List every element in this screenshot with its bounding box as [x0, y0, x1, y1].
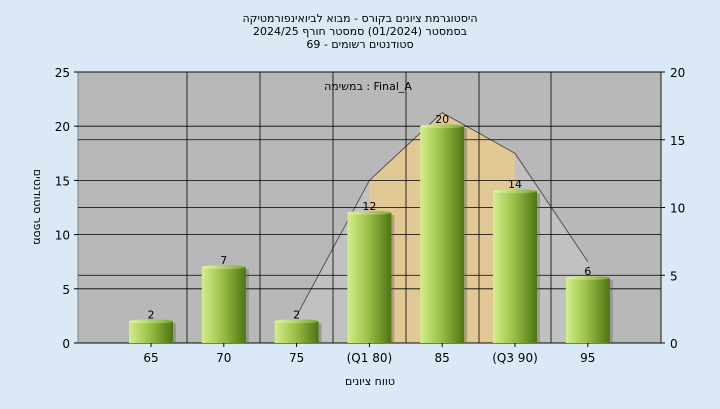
bar-value-label: 14	[508, 178, 522, 191]
y-tick-label: 20	[55, 120, 70, 134]
y-tick-label: 10	[55, 229, 70, 243]
bar	[129, 321, 173, 343]
bar	[274, 321, 319, 343]
bar-top	[129, 319, 173, 324]
y2-tick-label: 15	[670, 134, 685, 148]
bar-top	[420, 124, 465, 129]
x-axis-ticks: 65 70 75 (Q1 80) 85 (Q3 90) 95	[143, 343, 595, 365]
y-tick-label: 5	[62, 283, 70, 297]
x-tick-label: 75	[289, 351, 304, 365]
y-tick-label: 0	[62, 337, 70, 351]
bar-value-label: 6	[584, 265, 591, 278]
x-tick-label: 85	[435, 351, 450, 365]
bar	[201, 267, 246, 343]
bar	[420, 126, 465, 343]
bar-value-label: 7	[220, 254, 227, 267]
y-axis-ticks: 0 5 10 15 20 25	[55, 66, 78, 351]
bar	[493, 191, 537, 343]
distribution-line	[296, 112, 589, 317]
bar-top	[201, 265, 246, 270]
title-line-2: בסמסטר (01/2024) סמסטר חורף 2024/25	[253, 25, 467, 38]
bar	[347, 212, 392, 343]
bar-top	[493, 189, 537, 194]
bar-value-label: 12	[362, 200, 376, 213]
title-line-1: היסטוגרמת ציונים בקורס - מבוא לביואינפור…	[242, 12, 477, 25]
x-tick-label: (Q1 80)	[347, 351, 393, 365]
y2-tick-label: 0	[670, 337, 678, 351]
bar-value-label: 2	[293, 308, 300, 321]
y-tick-label: 15	[55, 174, 70, 188]
x-tick-label: 95	[580, 351, 595, 365]
gridlines	[78, 71, 662, 344]
y2-tick-label: 10	[670, 202, 685, 216]
chart-title: היסטוגרמת ציונים בקורס - מבוא לביואינפור…	[242, 12, 477, 51]
bar-top	[274, 319, 319, 324]
bar	[565, 277, 610, 343]
x-axis-label: טווח ציונים	[345, 375, 395, 388]
bar-value-label: 2	[148, 308, 155, 321]
x-tick-label: (Q3 90)	[492, 351, 538, 365]
annotation-label: במשימה : Final_A	[324, 80, 412, 93]
bar-top	[565, 275, 610, 280]
bar-value-label: 20	[435, 113, 449, 126]
y2-tick-label: 20	[670, 66, 685, 80]
bar-top	[347, 210, 392, 215]
y2-tick-label: 5	[670, 269, 678, 283]
title-line-3: סטודנטים רשומים - 69	[306, 38, 413, 51]
x-tick-label: 70	[216, 351, 231, 365]
x-tick-label: 65	[143, 351, 158, 365]
y-axis-label: מספר סטודנטים	[31, 169, 44, 245]
y-tick-label: 25	[55, 66, 70, 80]
bars	[129, 124, 613, 343]
y2-axis-ticks: 0 5 10 15 20	[661, 66, 685, 351]
value-labels: 2 7 2 12 20 14 6	[148, 113, 592, 321]
